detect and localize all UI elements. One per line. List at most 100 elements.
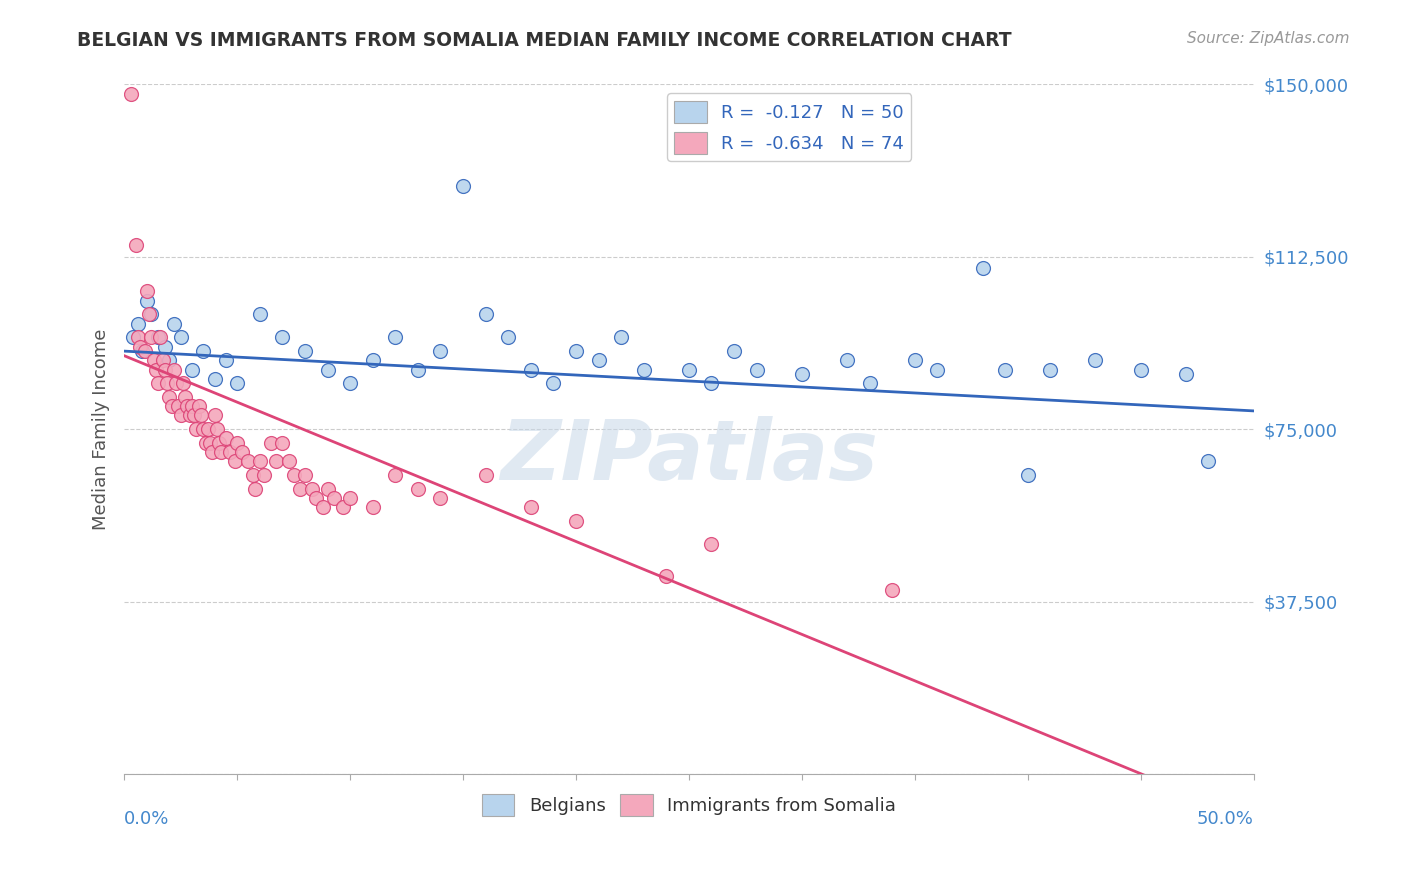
Point [131,344,153,359]
Point [406,362,429,376]
Point [294,344,316,359]
Point [190,409,212,423]
Point [700,537,723,551]
Point [264,454,287,468]
Point [1174,367,1197,381]
Point [790,367,813,381]
Point [283,468,305,483]
Point [226,436,249,450]
Point [565,514,588,528]
Point [610,330,633,344]
Point [127,330,149,344]
Point [135,285,157,299]
Point [904,353,927,368]
Text: 0.0%: 0.0% [124,810,170,828]
Point [835,353,858,368]
Point [153,362,176,376]
Point [194,436,217,450]
Point [655,569,678,583]
Point [215,353,238,368]
Point [361,500,384,515]
Point [186,422,208,436]
Point [316,482,339,496]
Point [231,445,253,459]
Point [700,376,723,391]
Point [294,468,316,483]
Point [588,353,610,368]
Point [146,330,169,344]
Point [157,353,180,368]
Point [429,344,451,359]
Point [153,339,176,353]
Point [339,376,361,391]
Point [205,422,228,436]
Point [882,583,904,598]
Point [1017,468,1039,483]
Point [176,399,198,413]
Point [208,436,231,450]
Point [152,353,174,368]
Point [332,500,354,515]
Point [224,454,246,468]
Point [520,362,543,376]
Point [278,454,301,468]
Point [187,399,209,413]
Point [678,362,700,376]
Point [163,362,186,376]
Point [198,436,221,450]
Point [145,362,167,376]
Point [165,376,187,391]
Point [215,432,238,446]
Point [633,362,655,376]
Point [226,376,249,391]
Point [193,422,215,436]
Point [183,409,205,423]
Point [172,376,194,391]
Point [1129,362,1152,376]
Point [201,445,224,459]
Point [141,330,163,344]
Point [994,362,1017,376]
Point [219,445,242,459]
Point [167,399,190,413]
Point [429,491,451,506]
Point [745,362,768,376]
Point [474,307,496,321]
Point [142,353,165,368]
Point [245,482,267,496]
Point [384,468,406,483]
Point [565,344,588,359]
Y-axis label: Median Family Income: Median Family Income [93,328,110,530]
Point [149,330,172,344]
Point [290,482,312,496]
Point [520,500,543,515]
Point [204,372,226,386]
Point [406,482,429,496]
Point [496,330,519,344]
Point [242,468,264,483]
Point [122,330,145,344]
Point [193,344,215,359]
Point [723,344,745,359]
Point [451,178,474,193]
Point [312,500,335,515]
Point [927,362,949,376]
Legend: Belgians, Immigrants from Somalia: Belgians, Immigrants from Somalia [475,788,903,823]
Point [323,491,346,506]
Point [1084,353,1107,368]
Point [179,409,201,423]
Point [249,307,271,321]
Point [120,87,142,101]
Point [1197,454,1219,468]
Point [209,445,232,459]
Point [146,376,169,391]
Point [170,409,193,423]
Text: Source: ZipAtlas.com: Source: ZipAtlas.com [1187,31,1350,46]
Point [127,317,149,331]
Point [249,454,271,468]
Point [361,353,384,368]
Point [305,491,328,506]
Point [339,491,361,506]
Point [474,468,496,483]
Point [384,330,406,344]
